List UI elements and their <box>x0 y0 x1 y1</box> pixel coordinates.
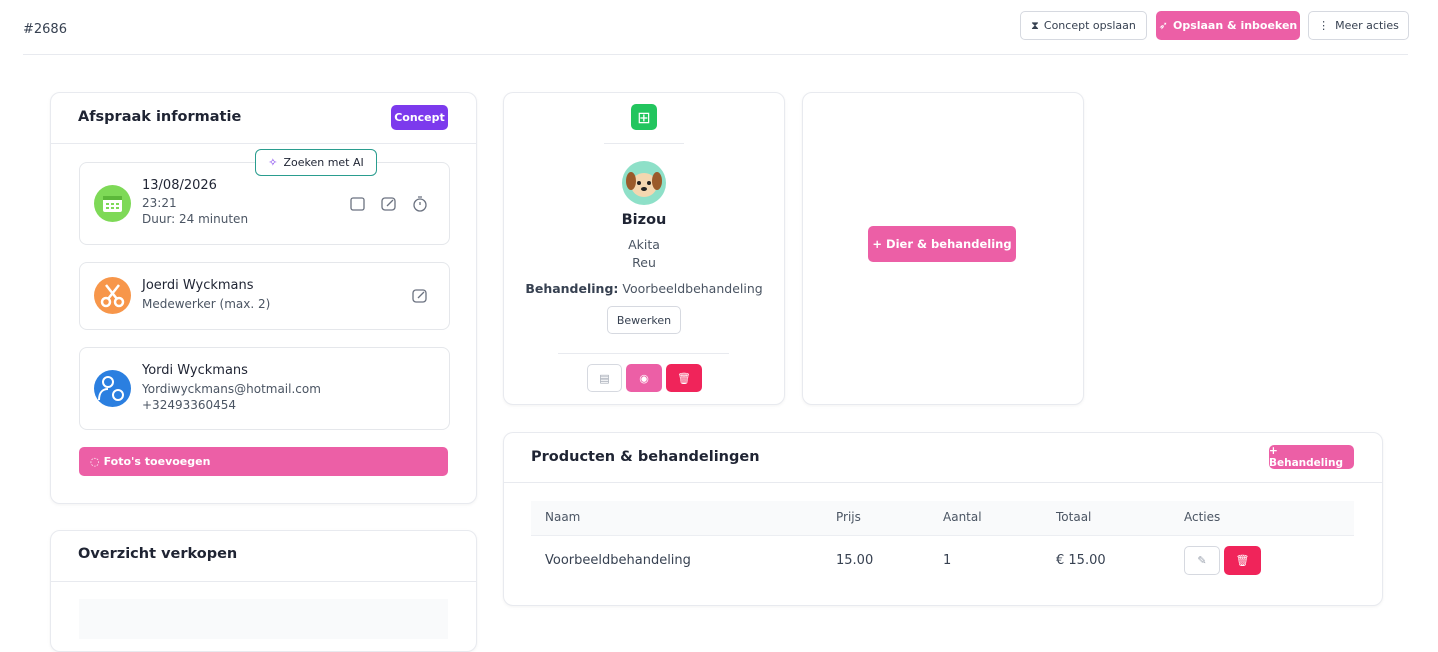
sales-card: Overzicht verkopen <box>50 530 477 652</box>
cell: 15.00 <box>836 553 874 568</box>
pet-avatar <box>622 161 666 205</box>
record-id: #2686 <box>23 22 67 37</box>
pet-treatment: Behandeling: Voorbeeldbehandeling <box>504 281 784 296</box>
cell: Voorbeeldbehandeling <box>545 553 691 568</box>
employee-name: Joerdi Wyckmans <box>142 278 254 293</box>
pet-name: Bizou <box>621 212 667 228</box>
profile-button[interactable]: ◉ <box>626 364 662 392</box>
add-pet-button[interactable]: + Dier & behandeling <box>868 226 1016 262</box>
add-treatment-button[interactable]: + Behandeling <box>1269 445 1354 469</box>
page: {"header":{"id":"#2686","buttons":["Conc… <box>23 11 1409 652</box>
column-header: Prijs <box>836 510 861 524</box>
label: Opslaan & inboeken <box>1172 19 1298 32</box>
duration: Duur: 24 minuten <box>142 212 249 226</box>
ai-search-button[interactable]: ✧ Zoeken met AI <box>255 149 377 176</box>
divider <box>604 143 684 144</box>
more-actions-button[interactable]: ⋮ Meer acties <box>1308 11 1409 40</box>
divider <box>558 353 729 354</box>
column-header: Acties <box>1184 510 1221 524</box>
products-card: Producten & behandelingen + Behandeling … <box>503 432 1383 606</box>
pet-breed: Akita <box>628 237 660 252</box>
pet-card: ⊞ Bizou Akita Reu Behandeling: Voorbeeld… <box>503 92 785 405</box>
label: Foto's toevoegen <box>103 455 211 468</box>
table-header <box>531 501 1354 536</box>
edit-icon[interactable] <box>412 288 428 304</box>
customer-phone: +32493360454 <box>142 398 237 412</box>
edit-button[interactable]: Bewerken <box>607 306 681 334</box>
customer-name: Yordi Wyckmans <box>142 363 248 378</box>
customer-icon <box>94 370 131 407</box>
cell: 1 <box>943 553 952 568</box>
divider <box>51 581 476 582</box>
document-button[interactable]: ▤ <box>587 364 622 392</box>
time: 23:21 <box>142 196 177 210</box>
label: Behandeling: <box>525 281 619 296</box>
divider <box>504 482 1382 483</box>
status-badge: Concept <box>391 105 448 130</box>
column-header: Aantal <box>943 510 982 524</box>
delete-row-button[interactable]: 🗑 <box>1224 546 1261 575</box>
edit-row-button[interactable]: ✎ <box>1184 546 1220 575</box>
card-title: Overzicht verkopen <box>78 546 238 562</box>
label: Concept opslaan <box>1043 19 1136 32</box>
table-header <box>79 599 448 639</box>
value: Voorbeeldbehandeling <box>622 281 763 296</box>
employee-block: Joerdi Wyckmans Medewerker (max. 2) <box>79 262 450 330</box>
column-header: Totaal <box>1056 510 1092 524</box>
card-title: Afspraak informatie <box>78 109 242 125</box>
add-photos-button[interactable]: ◌ Foto's toevoegen <box>79 447 448 476</box>
column-header: Naam <box>545 510 581 524</box>
pet-sex: Reu <box>632 255 656 270</box>
label: Zoeken met AI <box>283 156 364 169</box>
save-draft-button[interactable]: ⧗ Concept opslaan <box>1020 11 1147 40</box>
scissors-icon <box>94 277 131 314</box>
save-book-button[interactable]: ➶ Opslaan & inboeken <box>1156 11 1300 40</box>
card-title: Producten & behandelingen <box>531 449 760 465</box>
add-pet-card: + Dier & behandeling <box>802 92 1084 405</box>
customer-email: Yordiwyckmans@hotmail.com <box>142 382 321 396</box>
appointment-card: Afspraak informatie Concept 13/08/2026 2… <box>50 92 477 504</box>
delete-button[interactable]: 🗑 <box>666 364 702 392</box>
date: 13/08/2026 <box>142 178 217 193</box>
add-button[interactable]: ⊞ <box>631 104 657 130</box>
divider <box>51 143 476 144</box>
customer-block: Yordi Wyckmans Yordiwyckmans@hotmail.com… <box>79 347 450 430</box>
employee-role: Medewerker (max. 2) <box>142 297 271 311</box>
calendar-icon <box>94 185 131 222</box>
cell: € 15.00 <box>1056 553 1106 568</box>
divider <box>23 54 1408 55</box>
label: Meer acties <box>1335 19 1399 32</box>
date-actions[interactable] <box>350 196 430 212</box>
